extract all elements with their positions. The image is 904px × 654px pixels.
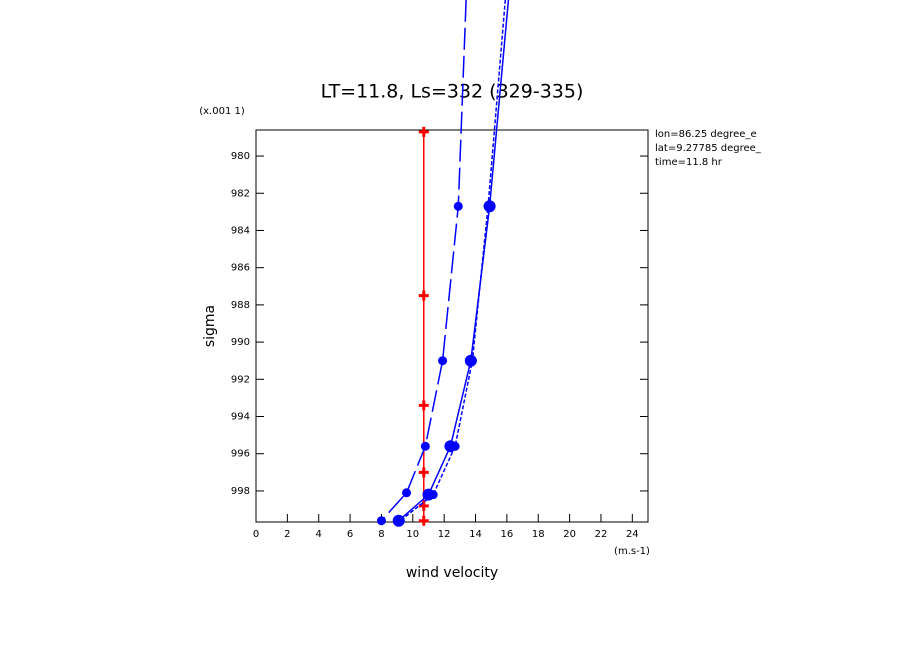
x-tick-label: 14	[469, 529, 482, 540]
series-line	[380, 0, 467, 522]
x-tick-label: 0	[253, 529, 259, 540]
marker	[444, 440, 457, 453]
x-tick-label: 18	[532, 529, 545, 540]
annotation: time=11.8 hr	[655, 157, 723, 168]
x-tick-label: 10	[406, 529, 419, 540]
y-tick-label: 990	[231, 337, 250, 348]
chart-title: LT=11.8, Ls=332 (329-335)	[321, 81, 584, 103]
x-unit-label: (m.s-1)	[614, 546, 650, 557]
x-tick-label: 4	[316, 529, 322, 540]
y-tick-label: 994	[231, 412, 250, 423]
marker	[464, 354, 477, 367]
marker	[453, 201, 463, 211]
y-tick-label: 984	[231, 225, 250, 236]
x-tick-label: 24	[626, 529, 639, 540]
y-tick-label: 996	[231, 449, 250, 460]
y-axis-label: sigma	[202, 305, 218, 347]
y-tick-label: 986	[231, 263, 250, 274]
marker	[422, 488, 435, 501]
y-tick-label: 988	[231, 300, 250, 311]
y-scale-label: (x.001 1)	[199, 106, 245, 117]
marker	[418, 500, 429, 511]
x-tick-label: 20	[563, 529, 576, 540]
marker	[418, 400, 429, 411]
y-tick-label: 998	[231, 486, 250, 497]
marker	[418, 515, 429, 526]
marker	[438, 356, 448, 366]
marker	[418, 290, 429, 301]
x-tick-label: 8	[378, 529, 384, 540]
marker	[483, 200, 496, 213]
y-tick-label: 992	[231, 374, 250, 385]
annotation: lon=86.25 degree_e	[655, 129, 757, 140]
marker	[420, 441, 430, 451]
annotation: lat=9.27785 degree_	[655, 143, 762, 154]
marker	[402, 488, 412, 498]
x-tick-label: 16	[501, 529, 514, 540]
x-tick-label: 22	[595, 529, 608, 540]
x-tick-label: 12	[438, 529, 451, 540]
x-tick-label: 2	[284, 529, 290, 540]
marker	[392, 514, 405, 527]
x-tick-label: 6	[347, 529, 353, 540]
marker	[376, 516, 386, 526]
y-tick-label: 980	[231, 151, 250, 162]
marker	[418, 126, 429, 137]
y-tick-label: 982	[231, 188, 250, 199]
x-axis-label: wind velocity	[406, 565, 498, 581]
series-line	[398, 0, 510, 522]
marker	[418, 467, 429, 478]
plot-frame	[255, 129, 649, 523]
